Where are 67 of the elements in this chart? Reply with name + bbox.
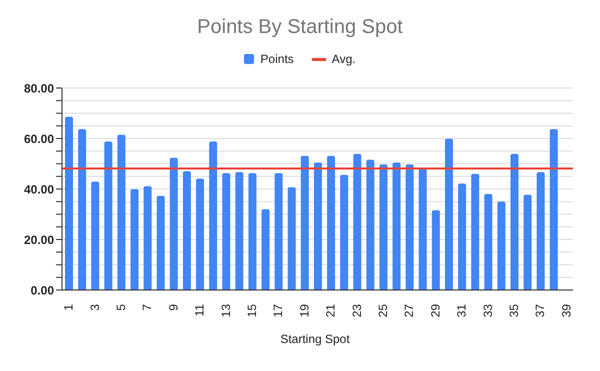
x-tick-label: 39 (559, 304, 574, 318)
x-tick-label: 35 (507, 304, 522, 318)
x-tick-label: 15 (244, 304, 259, 318)
x-tick-label: 7 (140, 304, 154, 311)
bar (117, 134, 126, 290)
bar (484, 194, 492, 290)
bar (340, 174, 348, 290)
bar (156, 196, 165, 290)
bar (248, 173, 256, 290)
bar (78, 129, 86, 290)
bar (91, 182, 100, 290)
bar (353, 154, 362, 290)
x-tick-label: 19 (297, 304, 312, 318)
bar (222, 173, 230, 290)
bar (471, 174, 480, 290)
bar (392, 162, 401, 290)
bar (104, 142, 112, 290)
y-tick-label: 80.00 (24, 81, 54, 96)
x-tick-label: 31 (454, 304, 469, 318)
x-tick-label: 29 (428, 304, 442, 318)
bar (288, 187, 296, 290)
bar (458, 183, 466, 290)
x-tick-label: 25 (376, 304, 390, 318)
bar (170, 158, 178, 290)
bar (510, 154, 518, 290)
bar (314, 162, 322, 290)
x-tick-label: 21 (324, 304, 338, 318)
x-tick-label: 11 (192, 304, 207, 316)
bar (235, 172, 244, 290)
x-tick-label: 17 (271, 304, 286, 318)
bar (196, 178, 204, 290)
bar (379, 164, 388, 290)
chart-title: Points By Starting Spot (196, 16, 404, 39)
bar (327, 156, 336, 290)
bar (274, 173, 283, 290)
bar (444, 138, 453, 290)
bar (366, 160, 374, 290)
x-tick-label: 9 (166, 304, 180, 311)
bar (209, 142, 218, 290)
x-axis-title: Starting Spot (279, 332, 351, 346)
x-tick-label: 5 (114, 304, 128, 311)
x-tick-label: 13 (218, 304, 233, 318)
bar (130, 189, 139, 290)
bar (524, 194, 532, 290)
bar (182, 171, 191, 290)
x-tick-label: 23 (350, 304, 364, 318)
x-tick-label: 27 (402, 304, 416, 318)
y-tick-label: 60.00 (24, 132, 54, 146)
bar (144, 186, 152, 290)
y-tick-label: 20.00 (24, 232, 54, 247)
bar (262, 209, 270, 290)
legend-label: Points (260, 52, 294, 66)
bar (432, 210, 440, 290)
x-tick-label: 37 (533, 304, 548, 318)
bar (406, 164, 414, 290)
bar (300, 156, 309, 290)
y-tick-label: 0.00 (30, 283, 54, 298)
legend-label: Avg. (332, 52, 356, 66)
x-tick-label: 33 (480, 304, 495, 318)
bar (536, 172, 545, 290)
bar (550, 129, 558, 290)
bar (65, 116, 73, 290)
y-tick-label: 40.00 (24, 182, 54, 196)
x-tick-label: 1 (62, 304, 76, 311)
bar (497, 202, 506, 290)
bar (418, 168, 427, 290)
x-tick-label: 3 (88, 304, 102, 311)
